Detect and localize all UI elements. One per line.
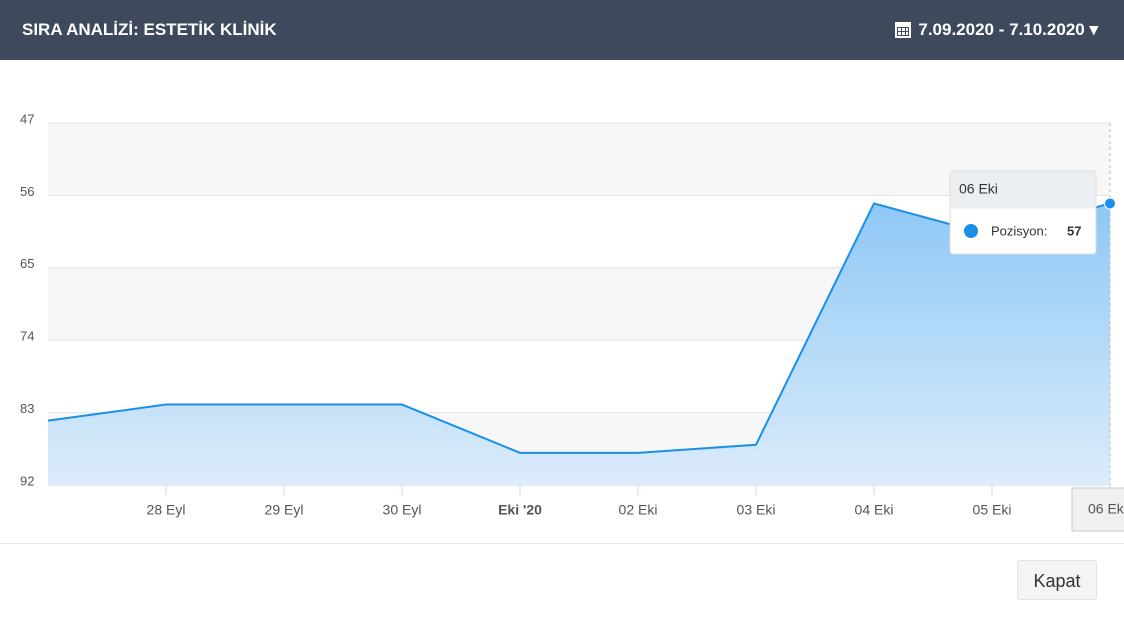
x-tick-label: 29 Eyl [265,502,304,518]
area [48,203,1110,485]
date-text[interactable]: 7.09.2020 - 7.10.2020 [918,20,1085,39]
close-button[interactable]: Kapat [1017,560,1097,600]
grid-band [48,123,1110,196]
x-tick-label: 30 Eyl [383,502,422,518]
x-tick-label: Eki '20 [498,502,542,518]
x-tick-label: 04 Eki [855,502,894,518]
y-tick-label: 47 [20,111,34,126]
tooltip-title: 06 Eki [959,181,998,197]
tooltip-value: 57 [1067,223,1081,238]
y-tick-label: 92 [20,473,34,488]
chart: 47 56 65 74 83 92 28 Eyl 29 Eyl 30 Eyl Eki '20 02 … [20,111,1124,532]
crosshair-label-box [1071,487,1124,532]
tooltip-dot [964,224,978,238]
y-tick-label: 74 [20,329,34,344]
header: SIRA ANALİZİ: ESTETİK KLİNİK 7.09.2020 -… [0,0,1124,60]
modal-title: SIRA ANALİZİ: ESTETİK KLİNİK [22,20,277,39]
tooltip: 06 Eki Pozisyon: 57 [949,170,1097,255]
y-tick-label: 56 [20,184,34,199]
tooltip-header [950,171,1096,209]
point-marker [1104,197,1116,210]
x-tick-label: 03 Eki [737,502,776,518]
line [47,202,1111,454]
x-tick-label: 28 Eyl [147,502,186,518]
tooltip-label: Pozisyon: [991,223,1047,238]
y-tick-label: 83 [20,401,34,416]
y-tick-label: 65 [20,256,34,271]
crosshair-label: 06 Eki [1088,501,1124,517]
x-tick-label: 05 Eki [973,502,1012,518]
x-tick-label: 02 Eki [619,502,658,518]
date-range[interactable]: 7.09.2020 - 7.10.2020 ▾ [918,20,1098,39]
separator [0,543,1124,544]
calendar-icon [895,22,911,38]
